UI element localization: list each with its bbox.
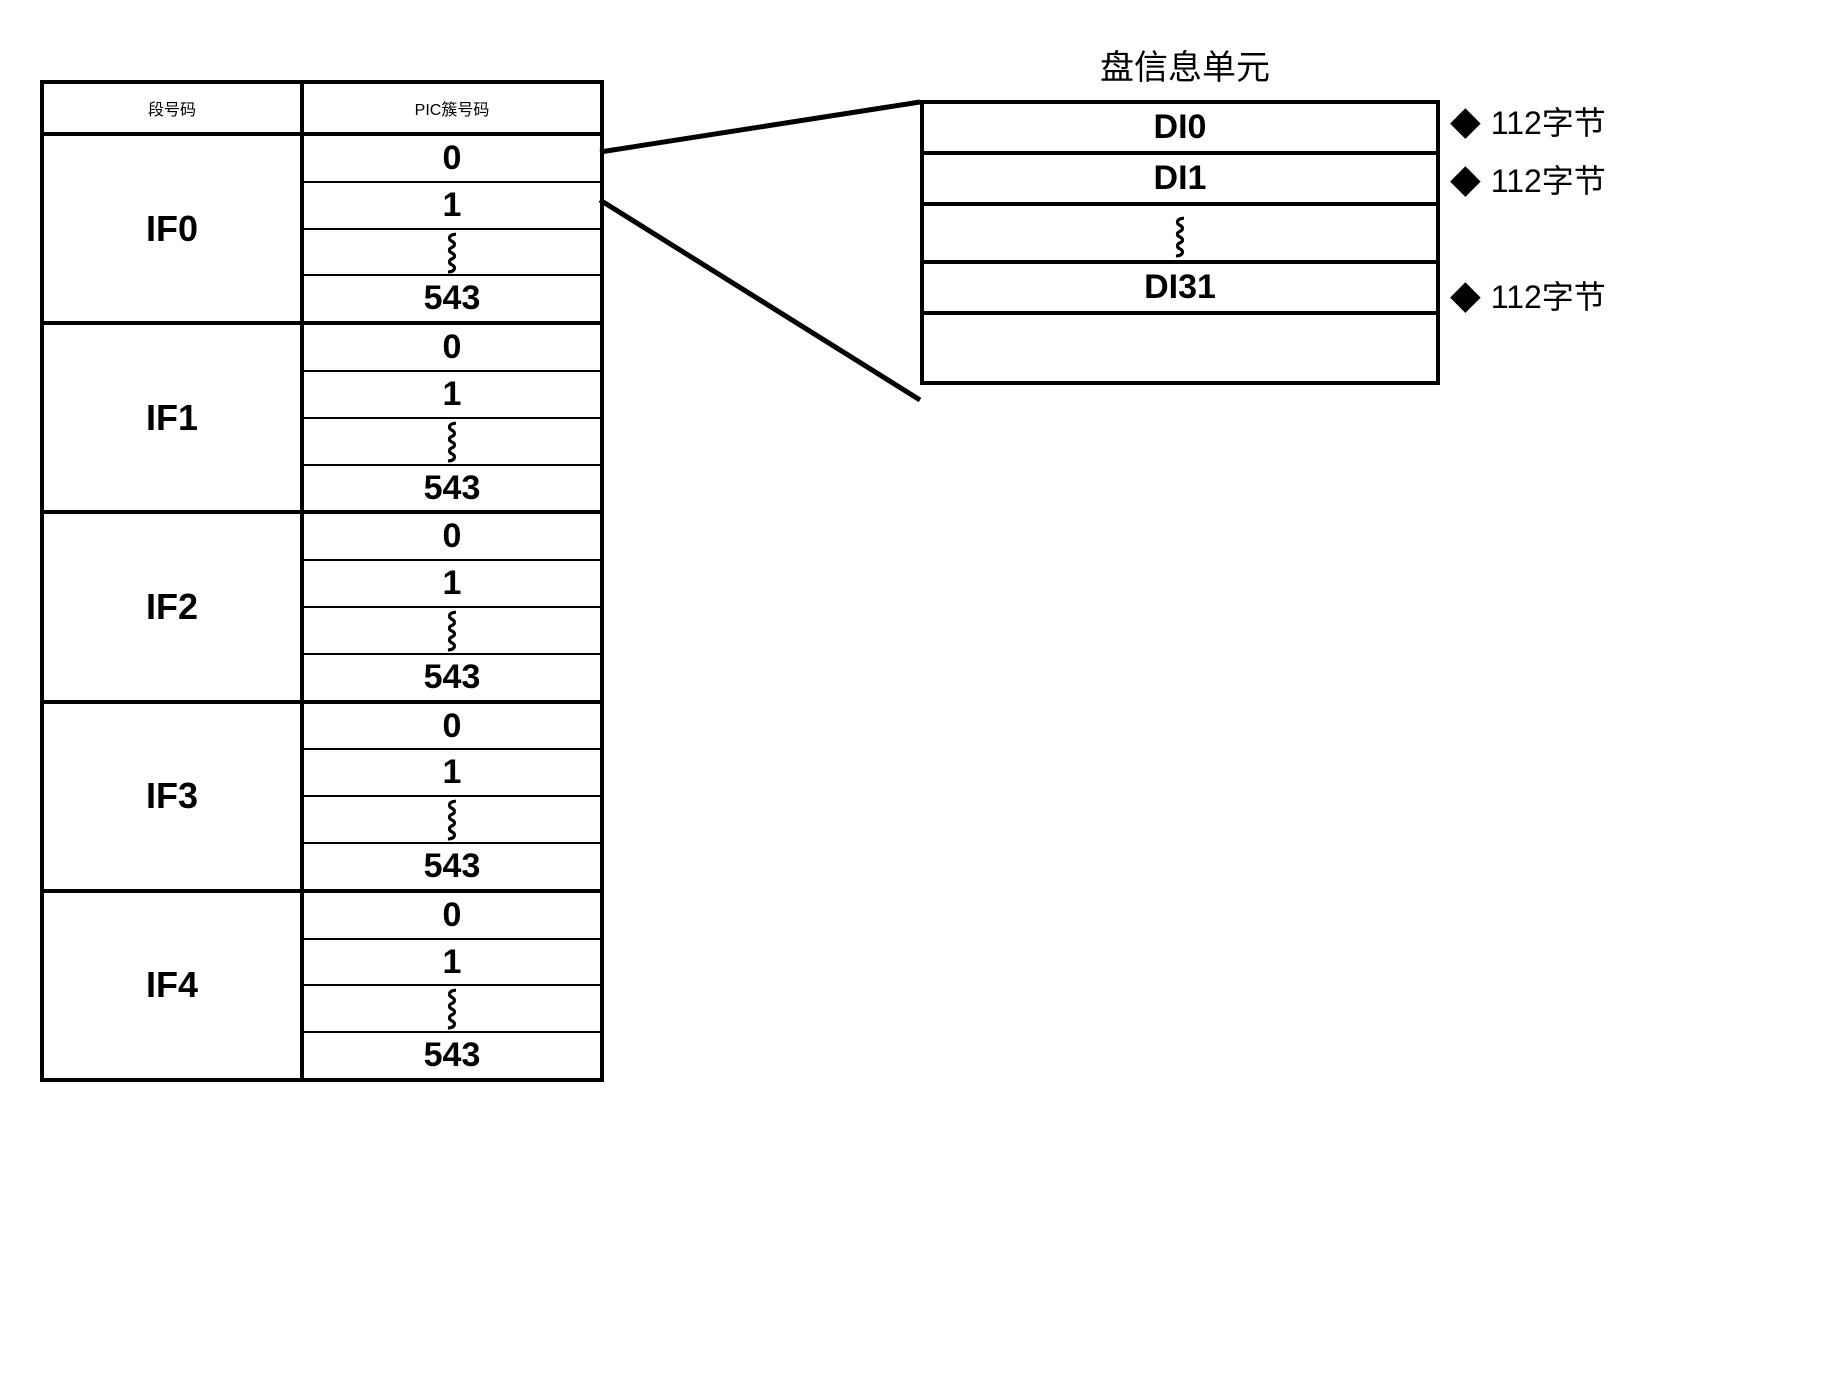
pic-cell: 1 [302,939,602,986]
pic-cell: 0 [302,891,602,939]
header-pic: PIC簇号码 [302,82,602,134]
pic-cell: 1 [302,749,602,796]
pic-cell: 0 [302,702,602,750]
detail-row: DI1 [922,153,1438,204]
pic-cell: 0 [302,134,602,182]
pic-cell: 1 [302,182,602,229]
pic-cell: ⸾ [302,796,602,843]
segment-cell: IF0 [42,134,302,323]
connector-line-top [600,102,920,152]
header-seg: 段号码 [42,82,302,134]
pic-cell: 1 [302,560,602,607]
detail-title: 盘信息单元 [1100,40,1270,89]
detail-row: DI0 [922,102,1438,153]
pic-cell: 543 [302,465,602,513]
byte-text: 112字节 [1491,156,1606,202]
pic-cell: ⸾ [302,229,602,276]
pic-cell: 543 [302,275,602,323]
pic-cell: 1 [302,371,602,418]
updown-arrow-icon: ◆ [1450,101,1481,141]
pic-cell: ⸾ [302,418,602,465]
detail-row: DI31 [922,262,1438,313]
segment-cell: IF2 [42,512,302,701]
updown-arrow-icon: ◆ [1450,159,1481,199]
segment-pic-table: 段号码 PIC簇号码 IF001⸾543IF101⸾543IF201⸾543IF… [40,80,604,1082]
byte-label-0: ◆ 112字节 [1450,98,1606,144]
detail-row: ⸾ [922,204,1438,262]
pic-cell: 0 [302,323,602,371]
pic-cell: 543 [302,1032,602,1080]
connector-line-bottom [600,200,920,400]
segment-cell: IF1 [42,323,302,512]
byte-text: 112字节 [1491,98,1606,144]
detail-row [922,313,1438,383]
pic-cell: 543 [302,654,602,702]
byte-text: 112字节 [1491,272,1606,318]
pic-cell: ⸾ [302,985,602,1032]
diagram-root: 段号码 PIC簇号码 IF001⸾543IF101⸾543IF201⸾543IF… [40,40,1783,1354]
updown-arrow-icon: ◆ [1450,275,1481,315]
byte-label-1: ◆ 112字节 [1450,156,1606,202]
segment-cell: IF4 [42,891,302,1080]
disc-info-unit-table: DI0DI1⸾DI31 [920,100,1440,385]
pic-cell: 543 [302,843,602,891]
byte-label-2: ◆ 112字节 [1450,272,1606,318]
pic-cell: ⸾ [302,607,602,654]
pic-cell: 0 [302,512,602,560]
segment-cell: IF3 [42,702,302,891]
